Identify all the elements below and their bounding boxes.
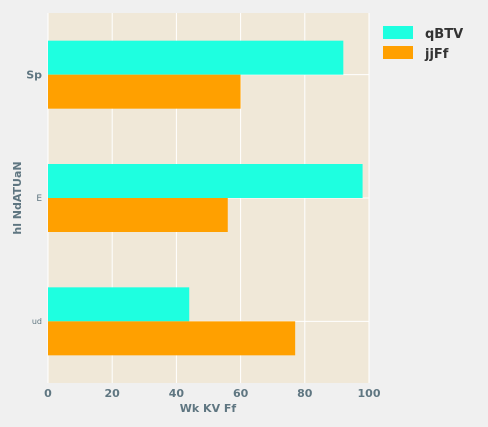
x-axis-title: Wk KV Ff (180, 402, 237, 415)
bar-qBTV-E (48, 164, 363, 198)
x-tick-label: 100 (358, 387, 381, 400)
legend-swatch-jjff (383, 46, 413, 59)
x-tick-label: 20 (105, 387, 121, 400)
x-tick-label: 60 (233, 387, 249, 400)
x-tick-label: 40 (169, 387, 185, 400)
category-labels: Sp Eud (26, 69, 42, 327)
category-label: ud (32, 317, 42, 326)
category-label: E (36, 194, 42, 204)
bars (48, 40, 363, 356)
x-tick-labels: 0 20 40 60 80 100 (44, 387, 381, 400)
legend-label-qbtv: qBTV (425, 27, 463, 42)
bar-jjFf-ud (48, 321, 296, 356)
legend-label-jjff: jjFf (424, 47, 449, 62)
x-tick-label: 80 (297, 387, 313, 400)
y-axis-title: hl NdATUaN (11, 161, 24, 234)
bar-qBTV-Sp (48, 40, 344, 75)
x-tick-label: 0 (44, 387, 52, 400)
bar-jjFf-E (48, 198, 228, 232)
bar-jjFf-Sp (48, 74, 241, 109)
legend-swatch-qbtv (383, 26, 413, 39)
category-label: Sp (26, 69, 42, 82)
legend: qBTV jjFf (383, 26, 463, 62)
bar-qBTV-ud (48, 287, 190, 322)
